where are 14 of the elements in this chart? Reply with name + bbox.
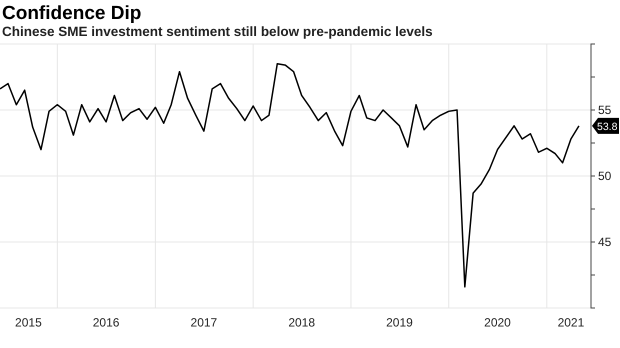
y-tick-label: 50 <box>598 168 612 183</box>
x-tick-label: 2020 <box>484 316 512 330</box>
x-tick-label: 2015 <box>15 316 42 330</box>
x-tick-label: 2016 <box>92 316 120 330</box>
x-tick-label: 2017 <box>190 316 218 330</box>
data-label: 53.8 <box>597 120 618 133</box>
y-tick-label: 45 <box>598 234 612 249</box>
chart-title: Confidence Dip <box>2 3 142 24</box>
chart-subtitle: Chinese SME investment sentiment still below pre-pandemic levels <box>2 24 433 39</box>
y-tick-label: 55 <box>598 102 612 117</box>
line-series <box>0 63 580 288</box>
x-tick-label: 2019 <box>386 316 414 330</box>
x-tick-label: 2018 <box>288 316 316 330</box>
x-tick-label: 2021 <box>558 316 585 330</box>
